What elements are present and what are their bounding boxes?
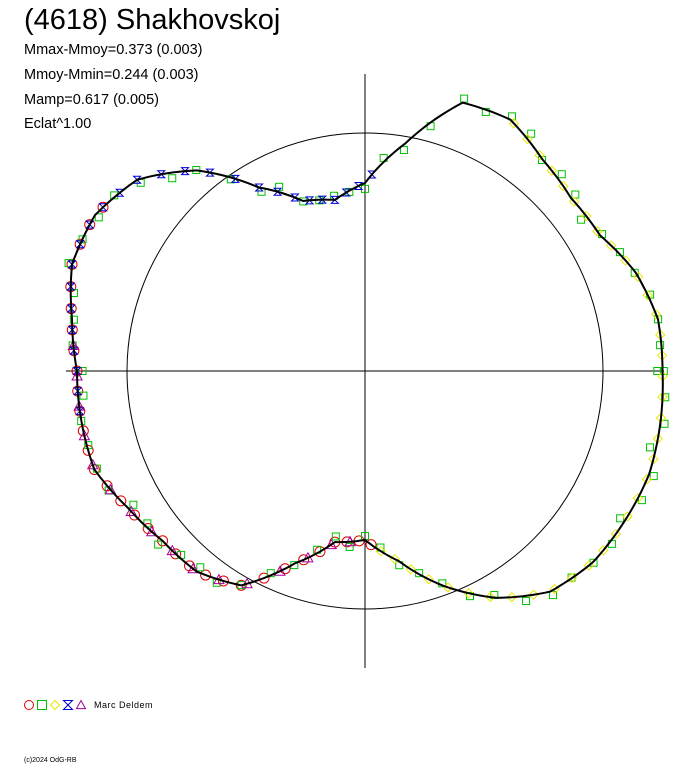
legend: Marc Deldem (22, 697, 153, 713)
data-point-triangle (187, 562, 199, 574)
data-point-triangle (104, 483, 117, 495)
data-point-diamond (581, 210, 592, 222)
data-point-square (637, 496, 646, 505)
data-point-bowtie (69, 346, 79, 355)
data-point-circle (365, 539, 377, 551)
data-point-triangle (125, 505, 138, 516)
data-point-circle (279, 563, 291, 575)
data-point-square (460, 94, 469, 103)
data-point-square (577, 215, 586, 224)
data-point-bowtie (73, 387, 83, 396)
data-point-bowtie (156, 170, 166, 179)
data-point-bowtie (67, 325, 77, 334)
data-point-circle (170, 548, 182, 560)
data-point-diamond (522, 133, 533, 145)
data-point-diamond (650, 309, 662, 320)
legend-marker-diamond (49, 699, 61, 711)
data-point-square (649, 472, 658, 481)
data-point-square (571, 190, 580, 199)
stat-mmax-mmoy: Mmax-Mmoy=0.373 (0.003) (24, 42, 203, 58)
data-point-diamond (558, 180, 569, 192)
data-point-bowtie (66, 282, 76, 291)
data-point-circle (82, 444, 94, 456)
data-point-square (538, 156, 547, 165)
legend-marker-square (37, 700, 47, 710)
data-point-diamond (620, 255, 631, 266)
stat-eclat: Eclat^1.00 (24, 116, 92, 132)
data-point-square (331, 532, 340, 541)
data-point-triangle (325, 538, 338, 550)
data-point-square (522, 597, 531, 606)
data-point-circle (88, 463, 100, 475)
data-point-square (653, 367, 662, 375)
legend-author: Marc Deldem (94, 700, 154, 710)
data-point-diamond (534, 150, 545, 161)
data-point-bowtie (66, 304, 76, 313)
data-point-square (275, 182, 284, 191)
data-point-diamond (622, 511, 633, 522)
data-point-triangle (145, 525, 158, 537)
legend-marker-circle (24, 700, 34, 710)
data-point-square (345, 542, 354, 551)
data-point-square (616, 514, 625, 523)
data-point-diamond (597, 545, 609, 556)
data-point-circle (115, 495, 127, 507)
data-point-triangle (86, 458, 99, 470)
data-point-square (646, 443, 655, 452)
data-point-bowtie (353, 181, 364, 190)
data-point-triangle (166, 544, 179, 556)
data-point-square (94, 213, 103, 222)
data-point-diamond (641, 474, 653, 485)
data-point-diamond (642, 290, 653, 301)
data-point-diamond (632, 271, 644, 283)
data-point-bowtie (330, 195, 340, 204)
legend-marker-triangle (75, 699, 87, 710)
data-point-square (527, 129, 536, 138)
data-point-square (659, 367, 668, 375)
data-point-circle (74, 238, 86, 250)
data-point-square (168, 174, 177, 183)
data-point-square (69, 315, 78, 324)
data-point-square (79, 391, 88, 400)
data-point-bowtie (180, 167, 190, 176)
fitted-curve (69, 101, 664, 599)
data-point-square (78, 367, 87, 375)
data-point-square (508, 112, 517, 121)
data-point-circle (97, 201, 109, 213)
stat-mmoy-mmin: Mmoy-Mmin=0.244 (0.003) (24, 67, 199, 83)
data-point-square (154, 540, 163, 549)
data-point-square (129, 500, 138, 509)
data-point-bowtie (341, 188, 351, 197)
data-point-diamond (610, 528, 622, 540)
data-point-diamond (592, 226, 603, 237)
stat-mamp: Mamp=0.617 (0.005) (24, 92, 160, 108)
data-point-circle (84, 219, 96, 231)
data-point-circle (235, 579, 247, 591)
data-point-square (78, 235, 87, 244)
data-point-bowtie (304, 196, 315, 205)
data-point-square (557, 170, 566, 179)
data-point-square (196, 563, 205, 572)
legend-markers (24, 699, 87, 711)
data-point-square (399, 146, 408, 155)
data-markers (64, 94, 670, 606)
chart-title: (4618) Shakhovskoj (24, 4, 281, 36)
legend-marker-bowtie (62, 700, 74, 710)
data-point-diamond (506, 591, 518, 603)
data-point-diamond (632, 493, 644, 504)
data-point-bowtie (317, 195, 327, 204)
copyright: (c)2024 OdG-RB (24, 757, 77, 764)
data-point-circle (200, 569, 212, 581)
reference-circle (126, 132, 604, 610)
data-point-diamond (568, 196, 580, 207)
data-point-diamond (648, 453, 659, 465)
data-point-circle (298, 554, 310, 566)
data-point-circle (217, 575, 229, 587)
data-point-diamond (485, 591, 496, 603)
data-point-diamond (508, 118, 520, 129)
data-point-circle (258, 572, 270, 584)
data-point-diamond (546, 165, 558, 176)
